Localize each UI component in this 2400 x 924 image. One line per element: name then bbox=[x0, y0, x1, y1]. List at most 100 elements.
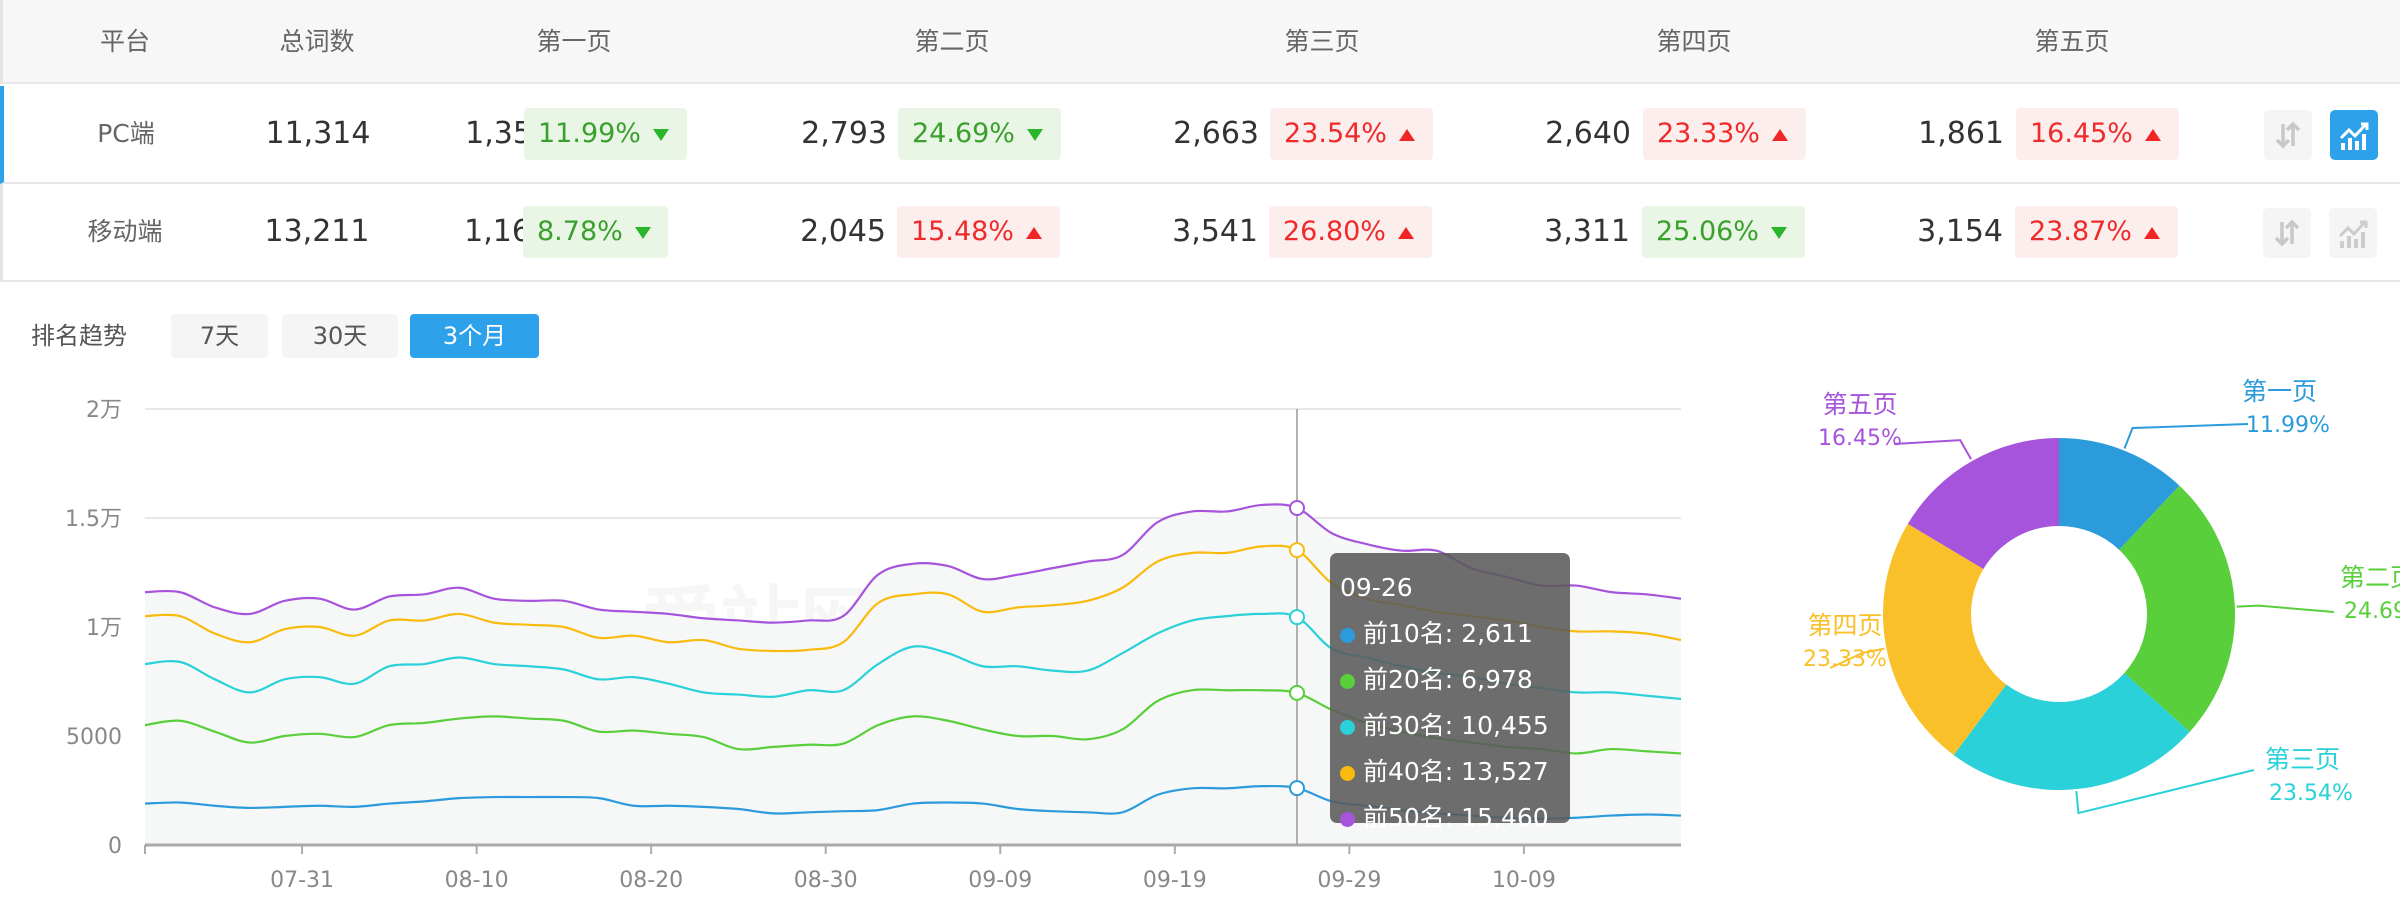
page-count: 2,793 bbox=[801, 116, 887, 151]
trend-chart-button[interactable] bbox=[2329, 208, 2377, 258]
platform-name: PC端 bbox=[97, 119, 155, 148]
page-count: 3,541 bbox=[1172, 214, 1258, 249]
donut-slice bbox=[2119, 485, 2235, 732]
y-tick-label: 1.5万 bbox=[65, 507, 122, 532]
slice-percent: 23.54% bbox=[2269, 781, 2353, 806]
table-header: 平台 总词数 第一页 第二页 第三页 第四页 第五页 bbox=[0, 0, 2400, 84]
hover-point bbox=[1289, 780, 1305, 797]
percent-value: 24.69% bbox=[912, 118, 1015, 149]
percent-value: 11.99% bbox=[538, 118, 641, 149]
trend-label: 排名趋势 bbox=[31, 322, 127, 350]
slice-label: 第一页 bbox=[2242, 377, 2317, 406]
triangle-down-icon bbox=[1026, 128, 1043, 141]
hover-point bbox=[1289, 609, 1305, 626]
legend-dot-icon bbox=[1340, 811, 1355, 827]
tooltip-item: 前20名: 6,978 bbox=[1340, 657, 1560, 703]
percent-value: 8.78% bbox=[537, 216, 623, 247]
page-count: 3,311 bbox=[1544, 214, 1630, 249]
triangle-up-icon bbox=[1025, 226, 1042, 239]
sort-button[interactable] bbox=[2264, 110, 2312, 160]
percent-value: 16.45% bbox=[2030, 118, 2133, 149]
legend-dot-icon bbox=[1340, 765, 1355, 781]
label-leader-line bbox=[2075, 769, 2255, 815]
page-percent-badge: 23.33% bbox=[1643, 108, 1806, 160]
percent-value: 25.06% bbox=[1656, 216, 1759, 247]
page-count: 2,640 bbox=[1545, 116, 1631, 151]
slice-label: 第四页 bbox=[1807, 611, 1882, 640]
total-words: 13,211 bbox=[264, 214, 370, 249]
triangle-up-icon bbox=[2143, 226, 2160, 239]
tooltip-date: 09-26 bbox=[1340, 573, 1413, 602]
triangle-down-icon bbox=[1770, 226, 1787, 239]
header-page1: 第一页 bbox=[536, 27, 612, 56]
tooltip-item: 前10名: 2,611 bbox=[1340, 611, 1560, 657]
table-row: PC端 11,314 1,357 11.99% 2,793 24.69% 2,663 … bbox=[0, 86, 2400, 184]
x-tick-label: 08-20 bbox=[619, 868, 683, 893]
page-distribution-donut: 第一页 11.99% 第二页 24.69% 第三页 23.54% 第四页 23.33% 第五页 1… bbox=[1803, 377, 2400, 815]
x-tick-label: 08-30 bbox=[794, 868, 858, 893]
header-page3: 第三页 bbox=[1284, 27, 1360, 56]
hover-point bbox=[1289, 684, 1305, 701]
page-count: 1,861 bbox=[1918, 116, 2004, 151]
page-percent-badge: 26.80% bbox=[1269, 206, 1432, 258]
hover-point bbox=[1289, 499, 1305, 516]
tooltip-value: 前10名: 2,611 bbox=[1363, 619, 1533, 648]
series-line-前50名 bbox=[144, 503, 1682, 624]
x-tick-label: 07-31 bbox=[270, 868, 334, 893]
sort-icon bbox=[2275, 121, 2301, 149]
x-tick-label: 10-09 bbox=[1492, 868, 1556, 893]
slice-label: 第三页 bbox=[2265, 745, 2340, 774]
trend-chart-button[interactable] bbox=[2330, 110, 2378, 160]
line-chart-icon bbox=[2339, 122, 2369, 150]
page-percent-badge: 16.45% bbox=[2016, 108, 2179, 160]
percent-value: 26.80% bbox=[1283, 216, 1386, 247]
page-percent-badge: 23.87% bbox=[2015, 206, 2178, 258]
page-count: 2,663 bbox=[1173, 116, 1259, 151]
donut-slice bbox=[1953, 672, 2190, 790]
tooltip-item: 前50名: 15,460 bbox=[1340, 795, 1560, 841]
donut-slice bbox=[2059, 438, 2180, 550]
triangle-up-icon bbox=[1771, 128, 1788, 141]
legend-dot-icon bbox=[1340, 719, 1355, 735]
donut-slice bbox=[1883, 523, 2007, 755]
slice-percent: 23.33% bbox=[1803, 647, 1887, 672]
x-tick-label: 09-19 bbox=[1143, 868, 1207, 893]
header-page4: 第四页 bbox=[1656, 27, 1732, 56]
page-percent-badge: 8.78% bbox=[523, 206, 668, 258]
triangle-up-icon bbox=[2144, 128, 2161, 141]
total-words: 11,314 bbox=[265, 116, 371, 151]
tooltip-item: 前40名: 13,527 bbox=[1340, 749, 1560, 795]
page-percent-badge: 25.06% bbox=[1642, 206, 1805, 258]
slice-percent: 24.69% bbox=[2344, 599, 2400, 624]
tooltip-value: 前20名: 6,978 bbox=[1363, 665, 1533, 694]
triangle-up-icon bbox=[1397, 226, 1414, 239]
slice-percent: 11.99% bbox=[2246, 413, 2330, 438]
sort-icon bbox=[2274, 219, 2300, 247]
percent-value: 23.87% bbox=[2029, 216, 2132, 247]
slice-percent: 16.45% bbox=[1818, 426, 1902, 451]
line-chart-icon bbox=[2338, 220, 2368, 248]
tab-3-months[interactable]: 3个月 bbox=[410, 314, 539, 358]
page-count: 3,154 bbox=[1917, 214, 2003, 249]
x-tick-label: 09-29 bbox=[1317, 868, 1381, 893]
sort-button[interactable] bbox=[2263, 208, 2311, 258]
label-leader-line bbox=[2123, 423, 2249, 449]
label-leader-line bbox=[1893, 439, 1972, 460]
header-platform: 平台 bbox=[99, 27, 151, 56]
tab-30-days[interactable]: 30天 bbox=[282, 314, 398, 358]
header-page5: 第五页 bbox=[2034, 27, 2110, 56]
page-count: 2,045 bbox=[800, 214, 886, 249]
legend-dot-icon bbox=[1340, 627, 1355, 643]
tooltip-value: 前40名: 13,527 bbox=[1363, 757, 1549, 786]
donut-slice bbox=[1907, 438, 2059, 569]
triangle-up-icon bbox=[1398, 128, 1415, 141]
tab-7-days[interactable]: 7天 bbox=[171, 314, 268, 358]
percent-value: 23.33% bbox=[1657, 118, 1760, 149]
header-total: 总词数 bbox=[279, 27, 355, 56]
y-tick-label: 0 bbox=[108, 834, 122, 859]
page-percent-badge: 24.69% bbox=[898, 108, 1061, 160]
x-tick-label: 08-10 bbox=[445, 868, 509, 893]
triangle-down-icon bbox=[634, 226, 651, 239]
legend-dot-icon bbox=[1340, 673, 1355, 689]
label-leader-line bbox=[2236, 604, 2335, 613]
